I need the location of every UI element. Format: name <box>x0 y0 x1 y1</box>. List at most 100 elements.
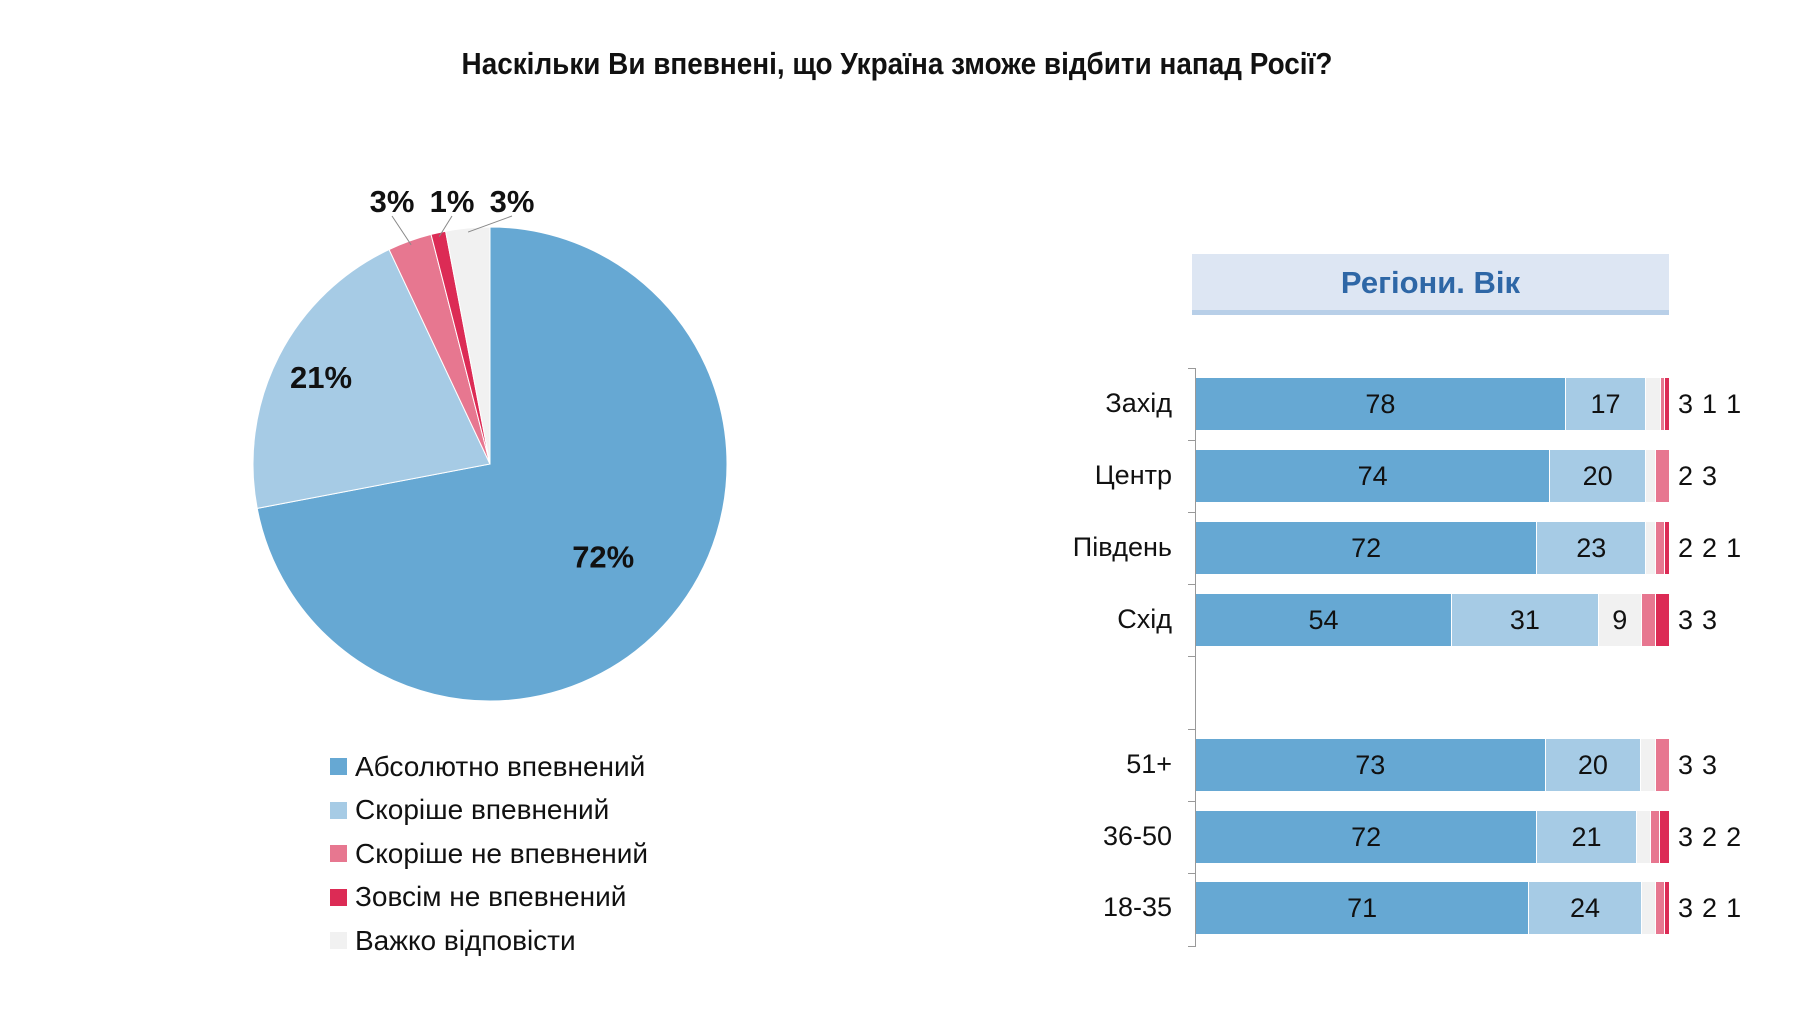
bar-segment-label: 2 <box>1678 460 1694 491</box>
bar-segment-label: 3 <box>1678 821 1694 852</box>
pie-slice <box>445 226 491 465</box>
bar-segment: 54 <box>1196 594 1452 646</box>
bar-segment: 20 <box>1550 450 1647 502</box>
bar-row: 78 17 <box>1196 378 1670 430</box>
bar-row: 71 24 <box>1196 882 1670 934</box>
legend-swatch <box>330 932 347 950</box>
axis-tick <box>1188 656 1196 657</box>
legend-label: Скоріше не впевнений <box>355 837 649 869</box>
pie-data-label: 72% <box>572 540 634 575</box>
legend-label: Абсолютно впевнений <box>355 750 646 782</box>
bar-row: 73 20 <box>1196 739 1670 791</box>
category-label: 36-50 <box>1102 821 1172 851</box>
bar-segment <box>1665 522 1670 574</box>
bar-segment: 17 <box>1565 378 1647 430</box>
bar-segment <box>1660 378 1666 430</box>
legend-item: Важко відповісти <box>330 919 648 963</box>
bar-segment: 31 <box>1451 594 1599 646</box>
bar-segment-label: 3 <box>1702 749 1718 780</box>
bar-chart-header: Регіони. Вік <box>1192 254 1669 315</box>
category-label: Південь <box>1072 532 1172 562</box>
bar-segment-label: 3 <box>1678 388 1694 419</box>
bar-segment <box>1665 378 1670 430</box>
bar-segment: 20 <box>1545 739 1642 791</box>
bar-segment-label: 1 <box>1726 892 1742 923</box>
chart-title: Наскільки Ви впевнені, що Україна зможе … <box>461 46 1333 81</box>
bar-segment-label: 3 <box>1678 749 1694 780</box>
pie-data-label: 3% <box>490 184 535 219</box>
bar-segment <box>1665 882 1670 934</box>
bar-segment <box>1655 450 1670 502</box>
axis-tick <box>1188 584 1196 585</box>
pie-slice <box>252 248 491 509</box>
pie-legend: Абсолютно впевнений Скоріше впевнений Скор… <box>330 745 648 963</box>
legend-swatch <box>330 801 347 819</box>
axis-tick <box>1188 512 1196 513</box>
bar-segment <box>1655 739 1670 791</box>
bar-segment <box>1651 811 1661 863</box>
bar-segment: 24 <box>1529 882 1642 934</box>
axis-tick <box>1188 946 1196 947</box>
bar-segment <box>1641 594 1656 646</box>
axis-tick <box>1188 440 1196 441</box>
axis-tick <box>1188 873 1196 874</box>
bar-segment-label: 2 <box>1678 532 1694 563</box>
bar-segment <box>1660 811 1670 863</box>
bar-segment: 78 <box>1196 378 1566 430</box>
bar-segment <box>1655 522 1666 574</box>
bar-segment-label: 1 <box>1702 388 1718 419</box>
bar-segment <box>1636 811 1652 863</box>
bar-row: 72 21 <box>1196 811 1670 863</box>
bar-axis <box>1195 368 1196 946</box>
bar-segment-label: 3 <box>1678 892 1694 923</box>
axis-tick <box>1188 801 1196 802</box>
bar-segment-label: 3 <box>1678 604 1694 635</box>
legend-swatch <box>330 845 347 863</box>
bar-segment-label: 2 <box>1702 821 1718 852</box>
bar-segment: 73 <box>1196 739 1546 791</box>
legend-label: Скоріше впевнений <box>355 794 610 826</box>
bar-row: 54 31 9 <box>1196 594 1670 646</box>
legend-item: Зовсім не впевнений <box>330 876 648 920</box>
category-label: 18-35 <box>1102 892 1172 922</box>
bar-segment <box>1646 378 1661 430</box>
pie-data-label: 1% <box>430 184 475 219</box>
bar-segment: 72 <box>1196 811 1538 863</box>
bar-segment-label: 3 <box>1702 604 1718 635</box>
category-label: 51+ <box>1126 749 1172 779</box>
legend-label: Зовсім не впевнений <box>355 881 627 913</box>
legend-item: Абсолютно впевнений <box>330 745 648 789</box>
bar-segment <box>1641 882 1656 934</box>
bar-segment-label: 1 <box>1726 532 1742 563</box>
bar-segment <box>1646 522 1656 574</box>
pie-chart: 72% 21% 3% 1% 3% <box>252 184 728 702</box>
bar-segment <box>1641 739 1656 791</box>
category-label: Центр <box>1094 460 1172 490</box>
bar-segment: 71 <box>1196 882 1530 934</box>
legend-swatch <box>330 888 347 906</box>
axis-tick <box>1188 729 1196 730</box>
bar-row: 74 20 <box>1196 450 1670 502</box>
bar-segment-label: 2 <box>1702 532 1718 563</box>
pie-data-label: 21% <box>290 360 352 395</box>
pie-data-label: 3% <box>370 184 415 219</box>
bar-segment-label: 2 <box>1702 892 1718 923</box>
bar-segment <box>1655 882 1666 934</box>
legend-label: Важко відповісти <box>355 924 576 956</box>
bar-segment <box>1655 594 1670 646</box>
bar-row: 72 23 <box>1196 522 1670 574</box>
bar-segment-label: 3 <box>1702 460 1718 491</box>
legend-item: Скоріше не впевнений <box>330 832 648 876</box>
pie-leader-line <box>391 215 412 246</box>
legend-item: Скоріше впевнений <box>330 789 648 833</box>
category-label: Схід <box>1117 604 1172 634</box>
pie-slice <box>256 226 728 702</box>
category-label: Захід <box>1105 388 1172 418</box>
bar-segment: 9 <box>1598 594 1642 646</box>
